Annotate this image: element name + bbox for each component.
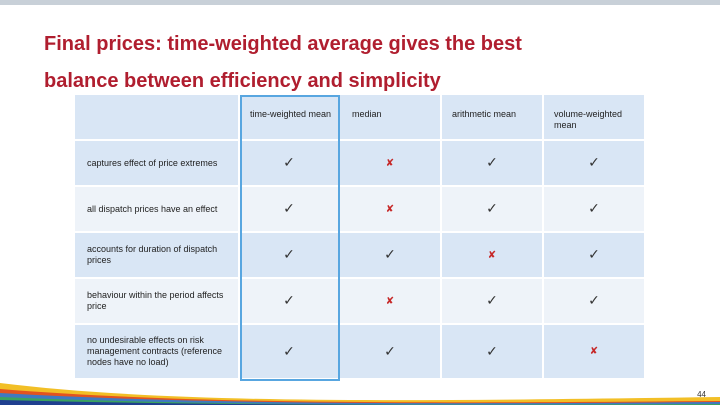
check-mark: ✓ [240,233,340,279]
row-label: behaviour within the period affects pric… [75,279,240,325]
check-mark: ✓ [240,325,340,380]
cross-mark: ✘ [340,187,442,233]
check-mark: ✓ [544,187,646,233]
check-mark: ✓ [442,187,544,233]
page-number: 44 [697,390,706,399]
column-header: volume-weighted mean [544,95,646,141]
header-corner [75,95,240,141]
cross-mark: ✘ [340,141,442,187]
title-line-1: Final prices: time-weighted average give… [44,33,522,55]
cross-mark: ✘ [340,279,442,325]
check-mark: ✓ [544,233,646,279]
check-mark: ✓ [240,187,340,233]
title-line-2: balance between efficiency and simplicit… [44,70,441,92]
check-mark: ✓ [442,279,544,325]
row-label: accounts for duration of dispatch prices [75,233,240,279]
row-label: no undesirable effects on risk managemen… [75,325,240,380]
check-mark: ✓ [442,141,544,187]
check-mark: ✓ [544,279,646,325]
cross-mark: ✘ [442,233,544,279]
slide-title: Final prices: time-weighted average give… [44,26,684,100]
column-header: arithmetic mean [442,95,544,141]
check-mark: ✓ [442,325,544,380]
cross-mark: ✘ [544,325,646,380]
check-mark: ✓ [340,325,442,380]
column-header: time-weighted mean [240,95,340,141]
decorative-ribbons [0,383,720,405]
check-mark: ✓ [340,233,442,279]
check-mark: ✓ [544,141,646,187]
comparison-table: time-weighted mean median arithmetic mea… [75,95,646,380]
row-label: all dispatch prices have an effect [75,187,240,233]
column-header: median [340,95,442,141]
check-mark: ✓ [240,279,340,325]
row-label: captures effect of price extremes [75,141,240,187]
check-mark: ✓ [240,141,340,187]
top-bar [0,0,720,5]
